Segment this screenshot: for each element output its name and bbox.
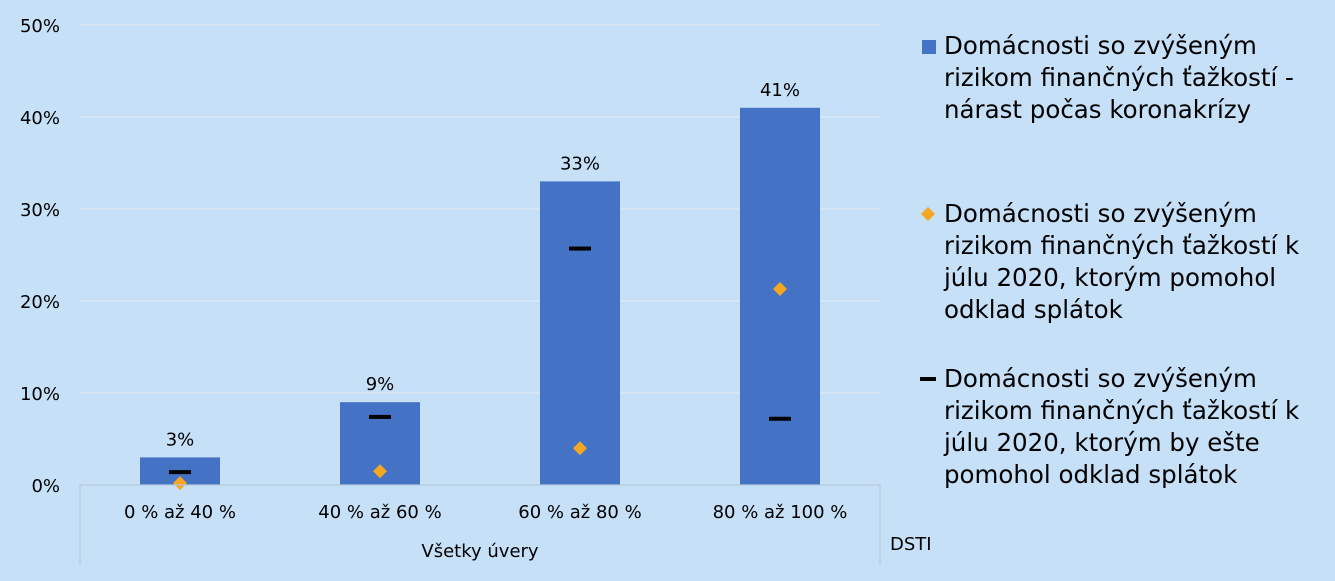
dash-marker — [169, 470, 191, 475]
x-tick-label: 80 % až 100 % — [713, 502, 848, 523]
data-label: 41% — [760, 80, 800, 101]
data-label: 9% — [366, 374, 395, 395]
dash-marker — [369, 414, 391, 419]
legend-item-helped: Domácnosti so zvýšeným rizikom finančnýc… — [918, 198, 1328, 326]
legend-dash-swatch — [920, 377, 936, 381]
x-tick-label: 0 % až 40 % — [124, 502, 236, 523]
legend-label: Domácnosti so zvýšeným rizikom finančnýc… — [944, 31, 1294, 124]
y-tick-label: 10% — [20, 384, 60, 405]
diamond-marker — [173, 476, 187, 491]
legend-label: Domácnosti so zvýšeným rizikom finančnýc… — [944, 364, 1300, 489]
bar — [540, 181, 620, 485]
y-tick-label: 30% — [20, 200, 60, 221]
diamond-marker — [373, 464, 387, 479]
diamond-marker — [773, 282, 787, 297]
markers — [169, 246, 791, 491]
data-labels: 3% 9% 33% 41% — [166, 80, 800, 451]
legend-label: Domácnosti so zvýšeným rizikom finančnýc… — [944, 199, 1300, 324]
y-axis-ticks: 0% 10% 20% 30% 40% 50% — [20, 16, 60, 497]
x-group-label: Všetky úvery — [421, 541, 539, 562]
y-tick-label: 40% — [20, 108, 60, 129]
dash-marker — [569, 246, 591, 251]
legend-bar-swatch — [922, 40, 936, 54]
data-label: 3% — [166, 429, 195, 450]
legend-item-increase: Domácnosti so zvýšeným rizikom finančnýc… — [918, 30, 1328, 126]
legend-item-would-help: Domácnosti so zvýšeným rizikom finančnýc… — [918, 363, 1328, 491]
x-axis: 0 % až 40 % 40 % až 60 % 60 % až 80 % 80 % … — [79, 484, 932, 565]
diamond-marker — [573, 441, 587, 456]
dash-marker — [769, 416, 791, 421]
x-tick-label: 60 % až 80 % — [518, 502, 641, 523]
x-tick-label: 40 % až 60 % — [318, 502, 441, 523]
bars — [140, 107, 820, 486]
x-axis-title: DSTI — [890, 534, 932, 555]
y-tick-label: 50% — [20, 16, 60, 37]
bar — [740, 107, 820, 486]
data-label: 33% — [560, 153, 600, 174]
legend-diamond-swatch — [920, 206, 936, 222]
y-tick-label: 20% — [20, 292, 60, 313]
y-tick-label: 0% — [31, 476, 60, 497]
